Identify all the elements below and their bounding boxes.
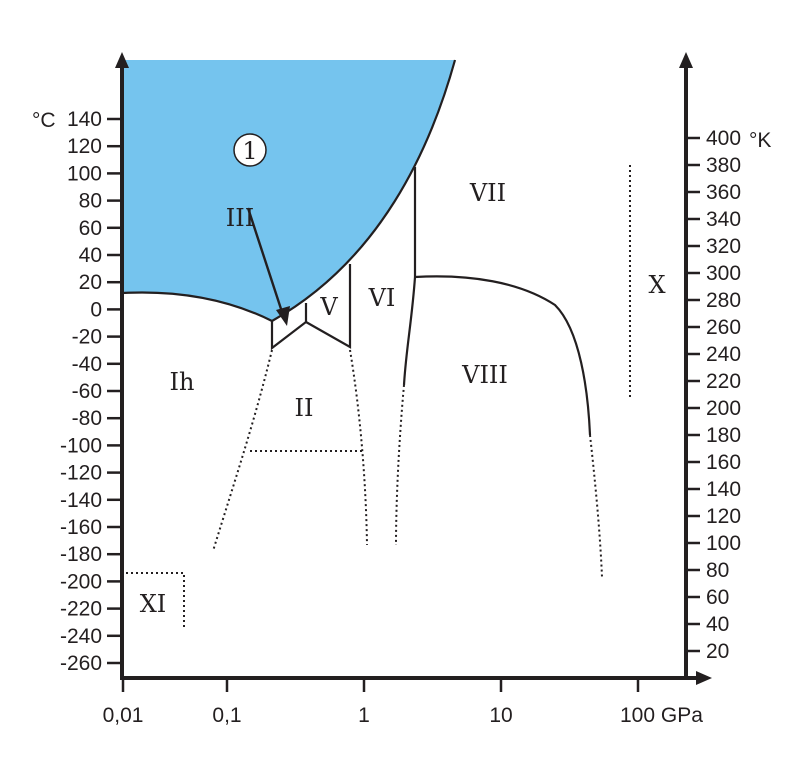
left-tick-label: -40 [72, 353, 102, 376]
left-tick-label: -120 [60, 462, 102, 485]
right-tick-label: 140 [706, 478, 741, 501]
right-tick-label: 40 [706, 613, 729, 636]
right-tick-label: 260 [706, 316, 741, 339]
left-tick-label: 80 [79, 190, 102, 213]
xi-boundary-dotted [126, 572, 185, 630]
viii-dotted [589, 434, 603, 578]
left-tick-label: 60 [79, 217, 102, 240]
left-tick-label: 20 [79, 271, 102, 294]
left-tick-label: -20 [72, 326, 102, 349]
left-tick-label: -260 [60, 652, 102, 675]
x-tick-label: 0,01 [103, 704, 144, 727]
phase-viii-label: VIII [461, 361, 508, 389]
left-tick-label: 100 [67, 162, 102, 185]
phase-v-label: V [319, 293, 338, 321]
liquid-circle [233, 133, 267, 167]
left-tick-label: -60 [72, 380, 102, 403]
left-tick-label: -140 [60, 489, 102, 512]
ih-melting-line [121, 291, 273, 322]
right-tick-label: 400 [706, 127, 741, 150]
right-axis-unit: °K [749, 129, 771, 152]
phase-ii-label: II [295, 394, 314, 422]
liquid-boundary [271, 59, 457, 322]
liquid-region [122, 60, 455, 321]
phase-iii-label: III [226, 204, 254, 232]
vi-viii-dotted [395, 384, 405, 546]
left-axis-unit: °C [32, 109, 56, 132]
phase-x-label: X [648, 271, 665, 299]
right-tick-label: 160 [706, 451, 741, 474]
right-tick-label: 380 [706, 154, 741, 177]
right-tick-label: 360 [706, 181, 741, 204]
left-tick-label: -220 [60, 598, 102, 621]
iii-boundary [270, 303, 308, 351]
right-tick-label: 220 [706, 370, 741, 393]
left-tick-label: 0 [90, 298, 102, 321]
left-tick-label: 120 [67, 135, 102, 158]
right-tick-label: 60 [706, 586, 729, 609]
ih-ii-dotted [212, 349, 273, 552]
right-tick-label: 180 [706, 424, 741, 447]
right-tick-label: 120 [706, 505, 741, 528]
phase-liquid-label: 1 [242, 137, 257, 165]
right-tick-label: 340 [706, 208, 741, 231]
bottom-axis-arrow-icon [696, 671, 712, 685]
ii-vi-dotted [349, 349, 368, 546]
v-boundary [305, 264, 352, 349]
x-tick-label: 100 GPa [620, 704, 703, 727]
right-tick-label: 280 [706, 289, 741, 312]
left-tick-label: -100 [60, 434, 102, 457]
x-tick-label: 0,1 [212, 704, 241, 727]
left-tick-label: -240 [60, 625, 102, 648]
right-tick-label: 20 [706, 640, 729, 663]
vii-viii-boundary [414, 275, 592, 436]
left-tick-label: -80 [72, 407, 102, 430]
right-axis-arrow-icon [679, 52, 693, 68]
right-tick-label: 240 [706, 343, 741, 366]
left-tick-label: 140 [67, 108, 102, 131]
right-tick-label: 100 [706, 532, 741, 555]
left-tick-label: -200 [60, 570, 102, 593]
phase-vi-label: VI [368, 284, 396, 312]
right-tick-label: 300 [706, 262, 741, 285]
vi-vii-boundary [402, 167, 417, 386]
right-tick-label: 320 [706, 235, 741, 258]
left-tick-label: -180 [60, 543, 102, 566]
left-tick-label: -160 [60, 516, 102, 539]
x-tick-label: 1 [358, 704, 370, 727]
right-tick-label: 80 [706, 559, 729, 582]
left-tick-label: 40 [79, 244, 102, 267]
right-tick-label: 200 [706, 397, 741, 420]
arrow-head-icon [276, 306, 290, 326]
x-tick-label: 10 [489, 704, 512, 727]
phase-xi-label: XI [140, 590, 167, 618]
phase-ih-label: Ih [170, 368, 195, 396]
iii-arrow [246, 207, 290, 326]
phase-vii-label: VII [469, 179, 506, 207]
left-axis-arrow-icon [115, 52, 129, 68]
